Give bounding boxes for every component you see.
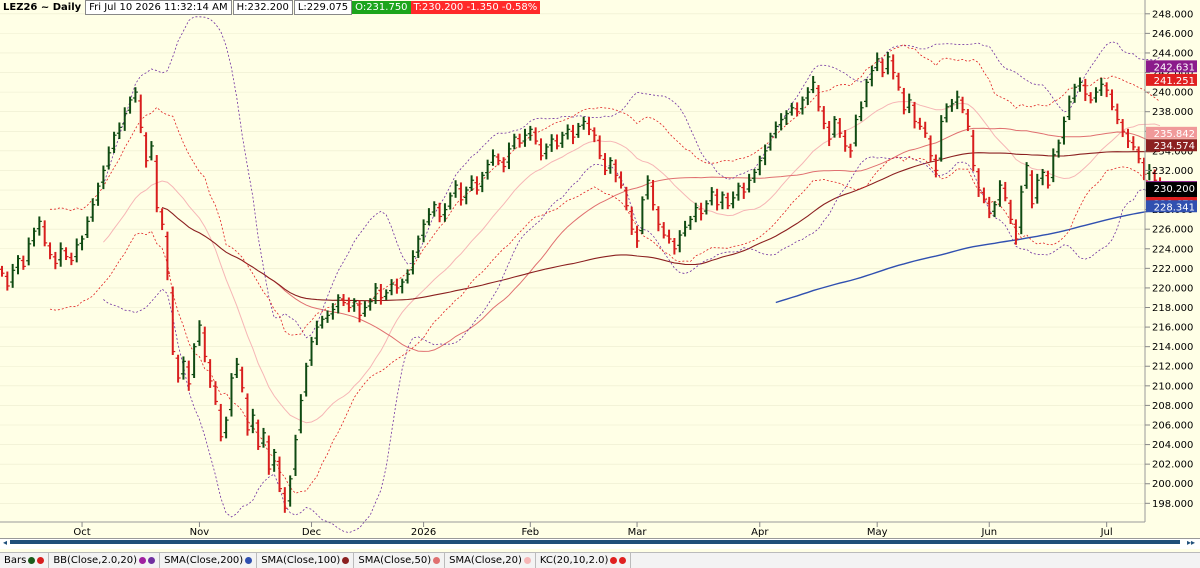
price-tick-label: 204.000 [1152,440,1193,451]
ohlc-bars [0,51,1163,513]
price-tag-box [1146,73,1197,86]
study-legend: Bars BB(Close,2.0,20) SMA(Close,200) SMA(Cl… [0,552,1200,568]
price-tags: 242.631241.251235.842234.574230.301230.2… [1146,60,1197,213]
price-tag-box [1146,139,1197,152]
time-tick-label: Apr [751,527,769,538]
sma50-line [263,127,1161,352]
price-tick-label: 246.000 [1152,29,1193,40]
time-tick-label: Mar [628,527,648,538]
low-value: L:229.075 [293,0,353,15]
legend-color-swatch [610,557,618,564]
price-tick-label: 200.000 [1152,479,1193,490]
price-tick-label: 222.000 [1152,264,1193,275]
legend-item[interactable]: SMA(Close,50) [354,553,446,568]
price-tick-label: 208.000 [1152,401,1193,412]
price-tag-box [1146,126,1197,139]
price-tick-label: 234.000 [1152,146,1193,157]
price-tick-label: 242.000 [1152,68,1193,79]
price-tag-box [1146,60,1197,73]
legend-color-swatch [139,557,147,564]
sma100-line [161,150,1161,302]
bb-upper-line [103,16,1161,339]
time-tick-label: 2026 [411,527,436,538]
price-tag-box [1146,182,1197,195]
legend-label: KC(20,10,2.0) [539,555,609,566]
time-tick-label: Dec [302,527,321,538]
open-value: O:231.750 [352,1,411,14]
kc-lower-line [49,155,1161,494]
price-tick-label: 214.000 [1152,342,1193,353]
price-tick-label: 220.000 [1152,283,1193,294]
datetime-label: Fri Jul 10 2026 11:32:14 AM [85,0,232,15]
time-tick-label: Jun [980,527,997,538]
legend-item[interactable]: Bars [0,553,50,568]
price-tick-label: 240.000 [1152,88,1193,99]
price-tag-label: 241.251 [1154,76,1195,87]
legend-label: Bars [4,555,27,566]
legend-color-swatch [245,557,253,564]
price-tick-label: 232.000 [1152,166,1193,177]
last-change-value: T:230.200 -1.350 -0.58% [410,1,541,14]
legend-item[interactable]: SMA(Close,200) [160,553,258,568]
price-tag-label: 235.842 [1154,129,1195,140]
grid-lines [0,13,1145,504]
price-tick-label: 238.000 [1152,107,1193,118]
time-tick-label: Feb [521,527,539,538]
price-tick-label: 218.000 [1152,303,1193,314]
chart-header: LEZ26 ~ Daily Fri Jul 10 2026 11:32:14 A… [0,0,541,15]
legend-item[interactable]: SMA(Close,100) [257,553,355,568]
legend-item[interactable]: BB(Close,2.0,20) [49,553,161,568]
price-tag-label: 230.200 [1154,184,1195,195]
legend-color-swatch [433,557,441,564]
price-tick-label: 210.000 [1152,381,1193,392]
scroll-right-icon[interactable]: ▸▸ [1186,538,1196,547]
price-tick-label: 212.000 [1152,362,1193,373]
time-tick-label: Jul [1100,527,1113,538]
legend-label: BB(Close,2.0,20) [53,555,138,566]
legend-color-swatch [148,557,156,564]
legend-item[interactable]: KC(20,10,2.0) [536,553,632,568]
high-value: H:232.200 [232,0,293,15]
price-tick-label: 248.000 [1152,9,1193,20]
legend-color-swatch [28,557,36,564]
scroll-left-icon[interactable]: ◂ [2,538,7,547]
price-tag-label: 228.341 [1154,202,1195,213]
legend-label: SMA(Close,200) [164,555,244,566]
time-axis: Oct Nov Dec 2026 Feb Mar Apr May Jun Jul [73,522,1113,538]
price-tag-box [1146,200,1197,213]
time-tick-label: May [867,527,888,538]
price-tag-label: 234.574 [1154,141,1195,152]
legend-label: SMA(Close,100) [261,555,341,566]
price-tick-label: 244.000 [1152,48,1193,59]
price-tick-label: 226.000 [1152,225,1193,236]
legend-label: SMA(Close,20) [449,555,522,566]
time-tick-label: Oct [73,527,90,538]
sma20-line [103,101,1161,424]
scrollbar-thumb[interactable] [10,540,1180,544]
price-tick-label: 202.000 [1152,460,1193,471]
price-tag-label: 242.631 [1154,62,1195,73]
price-tick-label: 216.000 [1152,323,1193,334]
plot-area [0,0,1145,522]
legend-label: SMA(Close,50) [358,555,432,566]
price-chart[interactable]: 198.000 200.000 202.000 204.000 206.000 208.0… [0,0,1200,540]
price-tick-label: 206.000 [1152,420,1193,431]
legend-color-swatch [342,557,350,564]
price-tick-label: 198.000 [1152,499,1193,510]
price-tick-label: 224.000 [1152,244,1193,255]
kc-upper-line [49,43,1161,336]
legend-item[interactable]: SMA(Close,20) [445,553,536,568]
sma200-line [775,208,1161,304]
symbol-label[interactable]: LEZ26 ~ Daily [3,2,82,13]
indicator-lines [49,16,1161,534]
legend-color-swatch [523,557,531,564]
time-tick-label: Nov [190,527,210,538]
legend-color-swatch [37,557,45,564]
legend-color-swatch [619,557,627,564]
